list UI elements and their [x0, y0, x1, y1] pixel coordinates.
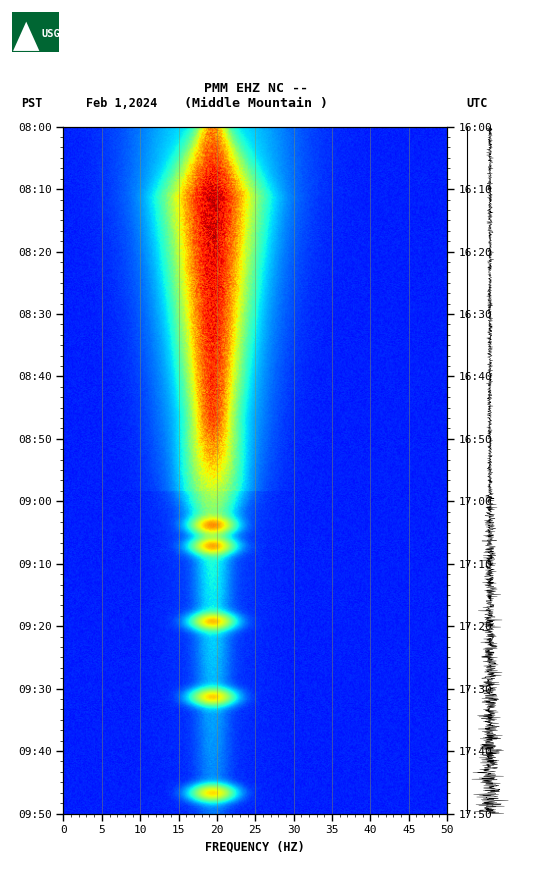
Text: Feb 1,2024: Feb 1,2024 [86, 96, 157, 110]
Polygon shape [13, 21, 39, 51]
Text: UTC: UTC [466, 96, 488, 110]
Text: PMM EHZ NC --: PMM EHZ NC -- [204, 81, 307, 95]
FancyBboxPatch shape [12, 12, 59, 52]
Text: (Middle Mountain ): (Middle Mountain ) [184, 96, 327, 110]
Text: USGS: USGS [41, 29, 66, 38]
Text: PST: PST [21, 96, 43, 110]
X-axis label: FREQUENCY (HZ): FREQUENCY (HZ) [205, 841, 305, 854]
